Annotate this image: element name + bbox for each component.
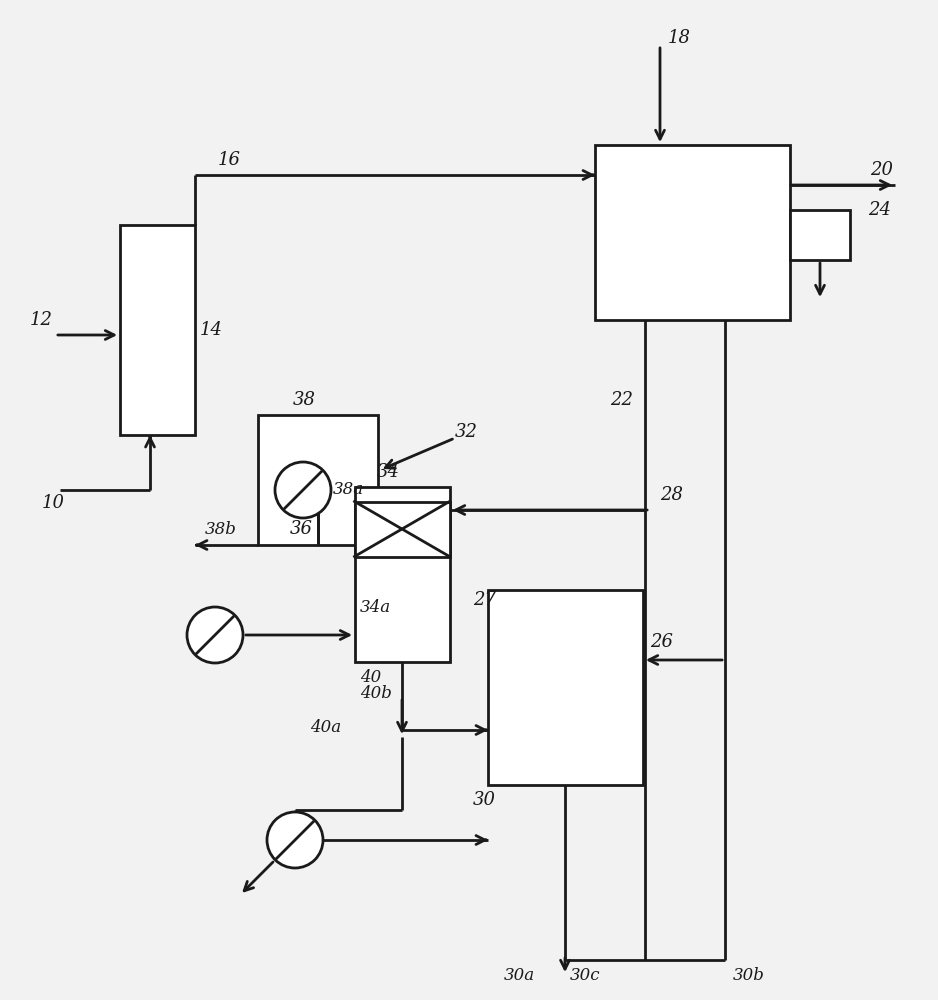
Text: 36: 36	[290, 520, 313, 538]
Text: 22: 22	[610, 391, 633, 409]
Bar	[355, 487, 450, 662]
Text: 34a: 34a	[360, 598, 391, 615]
Text: 12: 12	[30, 311, 53, 329]
Text: 38: 38	[293, 391, 316, 409]
Text: 28: 28	[660, 486, 683, 504]
Text: 26: 26	[650, 633, 673, 651]
Bar	[355, 502, 449, 556]
Text: 30c: 30c	[570, 966, 600, 984]
Bar	[120, 225, 195, 435]
Text: 32: 32	[455, 423, 478, 441]
Bar	[488, 590, 643, 785]
Text: 18: 18	[668, 29, 691, 47]
Text: 14: 14	[200, 321, 223, 339]
Text: 40b: 40b	[360, 686, 392, 702]
Text: 30: 30	[473, 791, 496, 809]
Text: 20: 20	[870, 161, 893, 179]
Circle shape	[267, 812, 323, 868]
Text: 34: 34	[377, 463, 400, 481]
Circle shape	[275, 462, 331, 518]
Text: 24: 24	[868, 201, 891, 219]
Text: 16: 16	[218, 151, 241, 169]
Bar	[790, 210, 850, 260]
Bar	[258, 415, 378, 545]
Bar	[595, 145, 790, 320]
Circle shape	[187, 607, 243, 663]
Text: 40: 40	[360, 668, 381, 686]
Text: 38a: 38a	[333, 482, 364, 498]
Text: 30a: 30a	[504, 966, 535, 984]
Text: 38b: 38b	[205, 522, 237, 538]
Text: 10: 10	[42, 494, 65, 512]
Text: 40a: 40a	[310, 718, 341, 736]
Text: 27: 27	[473, 591, 496, 609]
Text: 30b: 30b	[733, 966, 764, 984]
